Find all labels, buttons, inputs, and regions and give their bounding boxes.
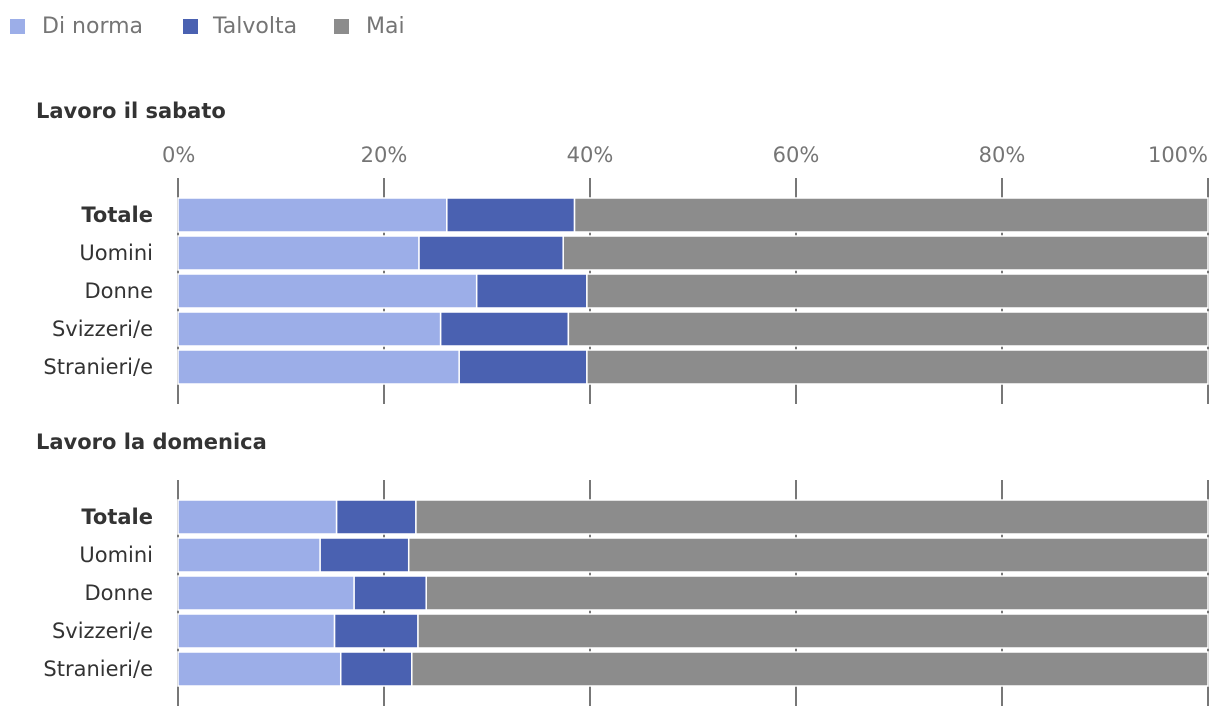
category-label: Svizzeri/e xyxy=(52,317,153,341)
bar-row: Uomini xyxy=(79,235,1209,271)
bar-segment-mai xyxy=(567,311,1209,347)
bar-row: Donne xyxy=(84,273,1209,309)
bar-row: Svizzeri/e xyxy=(52,613,1209,649)
x-tick-label: 80% xyxy=(979,143,1026,167)
bar-segment-mai xyxy=(425,575,1209,611)
bar-segment-talvolta xyxy=(333,613,419,649)
legend-label-mai: Mai xyxy=(366,14,405,39)
bar-segment-talvolta xyxy=(439,311,570,347)
bar-segment-talvolta xyxy=(319,537,410,573)
panel-title: Lavoro il sabato xyxy=(36,99,226,123)
bar-segment-mai xyxy=(411,651,1209,687)
legend-label-di-norma: Di norma xyxy=(42,14,143,39)
chart-panel-1: Lavoro il sabato 0% 20% 40% 60% 80% 100% Totale… xyxy=(36,99,1209,404)
legend-swatch-di-norma xyxy=(10,19,25,34)
category-label: Stranieri/e xyxy=(43,657,153,681)
x-tick-label: 0% xyxy=(162,143,195,167)
bar-segment-talvolta xyxy=(418,235,564,271)
category-label: Svizzeri/e xyxy=(52,619,153,643)
bar-segment-talvolta xyxy=(458,349,588,385)
bar-segment-talvolta xyxy=(335,499,417,535)
bar-segment-mai xyxy=(562,235,1209,271)
bar-segment-talvolta xyxy=(475,273,588,309)
category-label: Stranieri/e xyxy=(43,355,153,379)
bar-segment-di-norma xyxy=(177,197,448,233)
bar-segment-mai xyxy=(573,197,1209,233)
panel-title: Lavoro la domenica xyxy=(36,430,267,454)
bar-segment-di-norma xyxy=(177,499,338,535)
bar-segment-di-norma xyxy=(177,235,420,271)
x-tick-label: 100% xyxy=(1148,143,1208,167)
category-label: Donne xyxy=(84,581,153,605)
bar-row: Uomini xyxy=(79,537,1209,573)
category-label: Totale xyxy=(81,505,153,529)
category-label: Uomini xyxy=(79,543,153,567)
legend-label-talvolta: Talvolta xyxy=(212,14,297,39)
bar-segment-talvolta xyxy=(339,651,413,687)
bar-segment-mai xyxy=(586,273,1209,309)
bar-segment-di-norma xyxy=(177,311,442,347)
bar-segment-mai xyxy=(415,499,1209,535)
bar-segment-di-norma xyxy=(177,273,478,309)
bar-segment-talvolta xyxy=(353,575,427,611)
bar-row: Stranieri/e xyxy=(43,651,1209,687)
bar-segment-mai xyxy=(586,349,1209,385)
bar-row: Totale xyxy=(81,499,1209,535)
legend: Di norma Talvolta Mai xyxy=(10,14,405,39)
category-label: Totale xyxy=(81,203,153,227)
legend-swatch-mai xyxy=(334,19,349,34)
category-label: Uomini xyxy=(79,241,153,265)
bar-segment-talvolta xyxy=(446,197,576,233)
bar-segment-di-norma xyxy=(177,575,355,611)
bar-segment-mai xyxy=(407,537,1209,573)
bar-segment-di-norma xyxy=(177,613,336,649)
chart-panel-2: Lavoro la domenica Totale Uomini Donne Svizz… xyxy=(36,430,1209,706)
category-label: Donne xyxy=(84,279,153,303)
bar-segment-mai xyxy=(417,613,1209,649)
x-tick-label: 20% xyxy=(361,143,408,167)
x-tick-label: 60% xyxy=(773,143,820,167)
bar-row: Donne xyxy=(84,575,1209,611)
bar-row: Stranieri/e xyxy=(43,349,1209,385)
x-tick-label: 40% xyxy=(567,143,614,167)
bar-segment-di-norma xyxy=(177,537,321,573)
legend-swatch-talvolta xyxy=(183,19,198,34)
bar-segment-di-norma xyxy=(177,651,342,687)
bar-row: Svizzeri/e xyxy=(52,311,1209,347)
bar-segment-di-norma xyxy=(177,349,460,385)
bar-row: Totale xyxy=(81,197,1209,233)
